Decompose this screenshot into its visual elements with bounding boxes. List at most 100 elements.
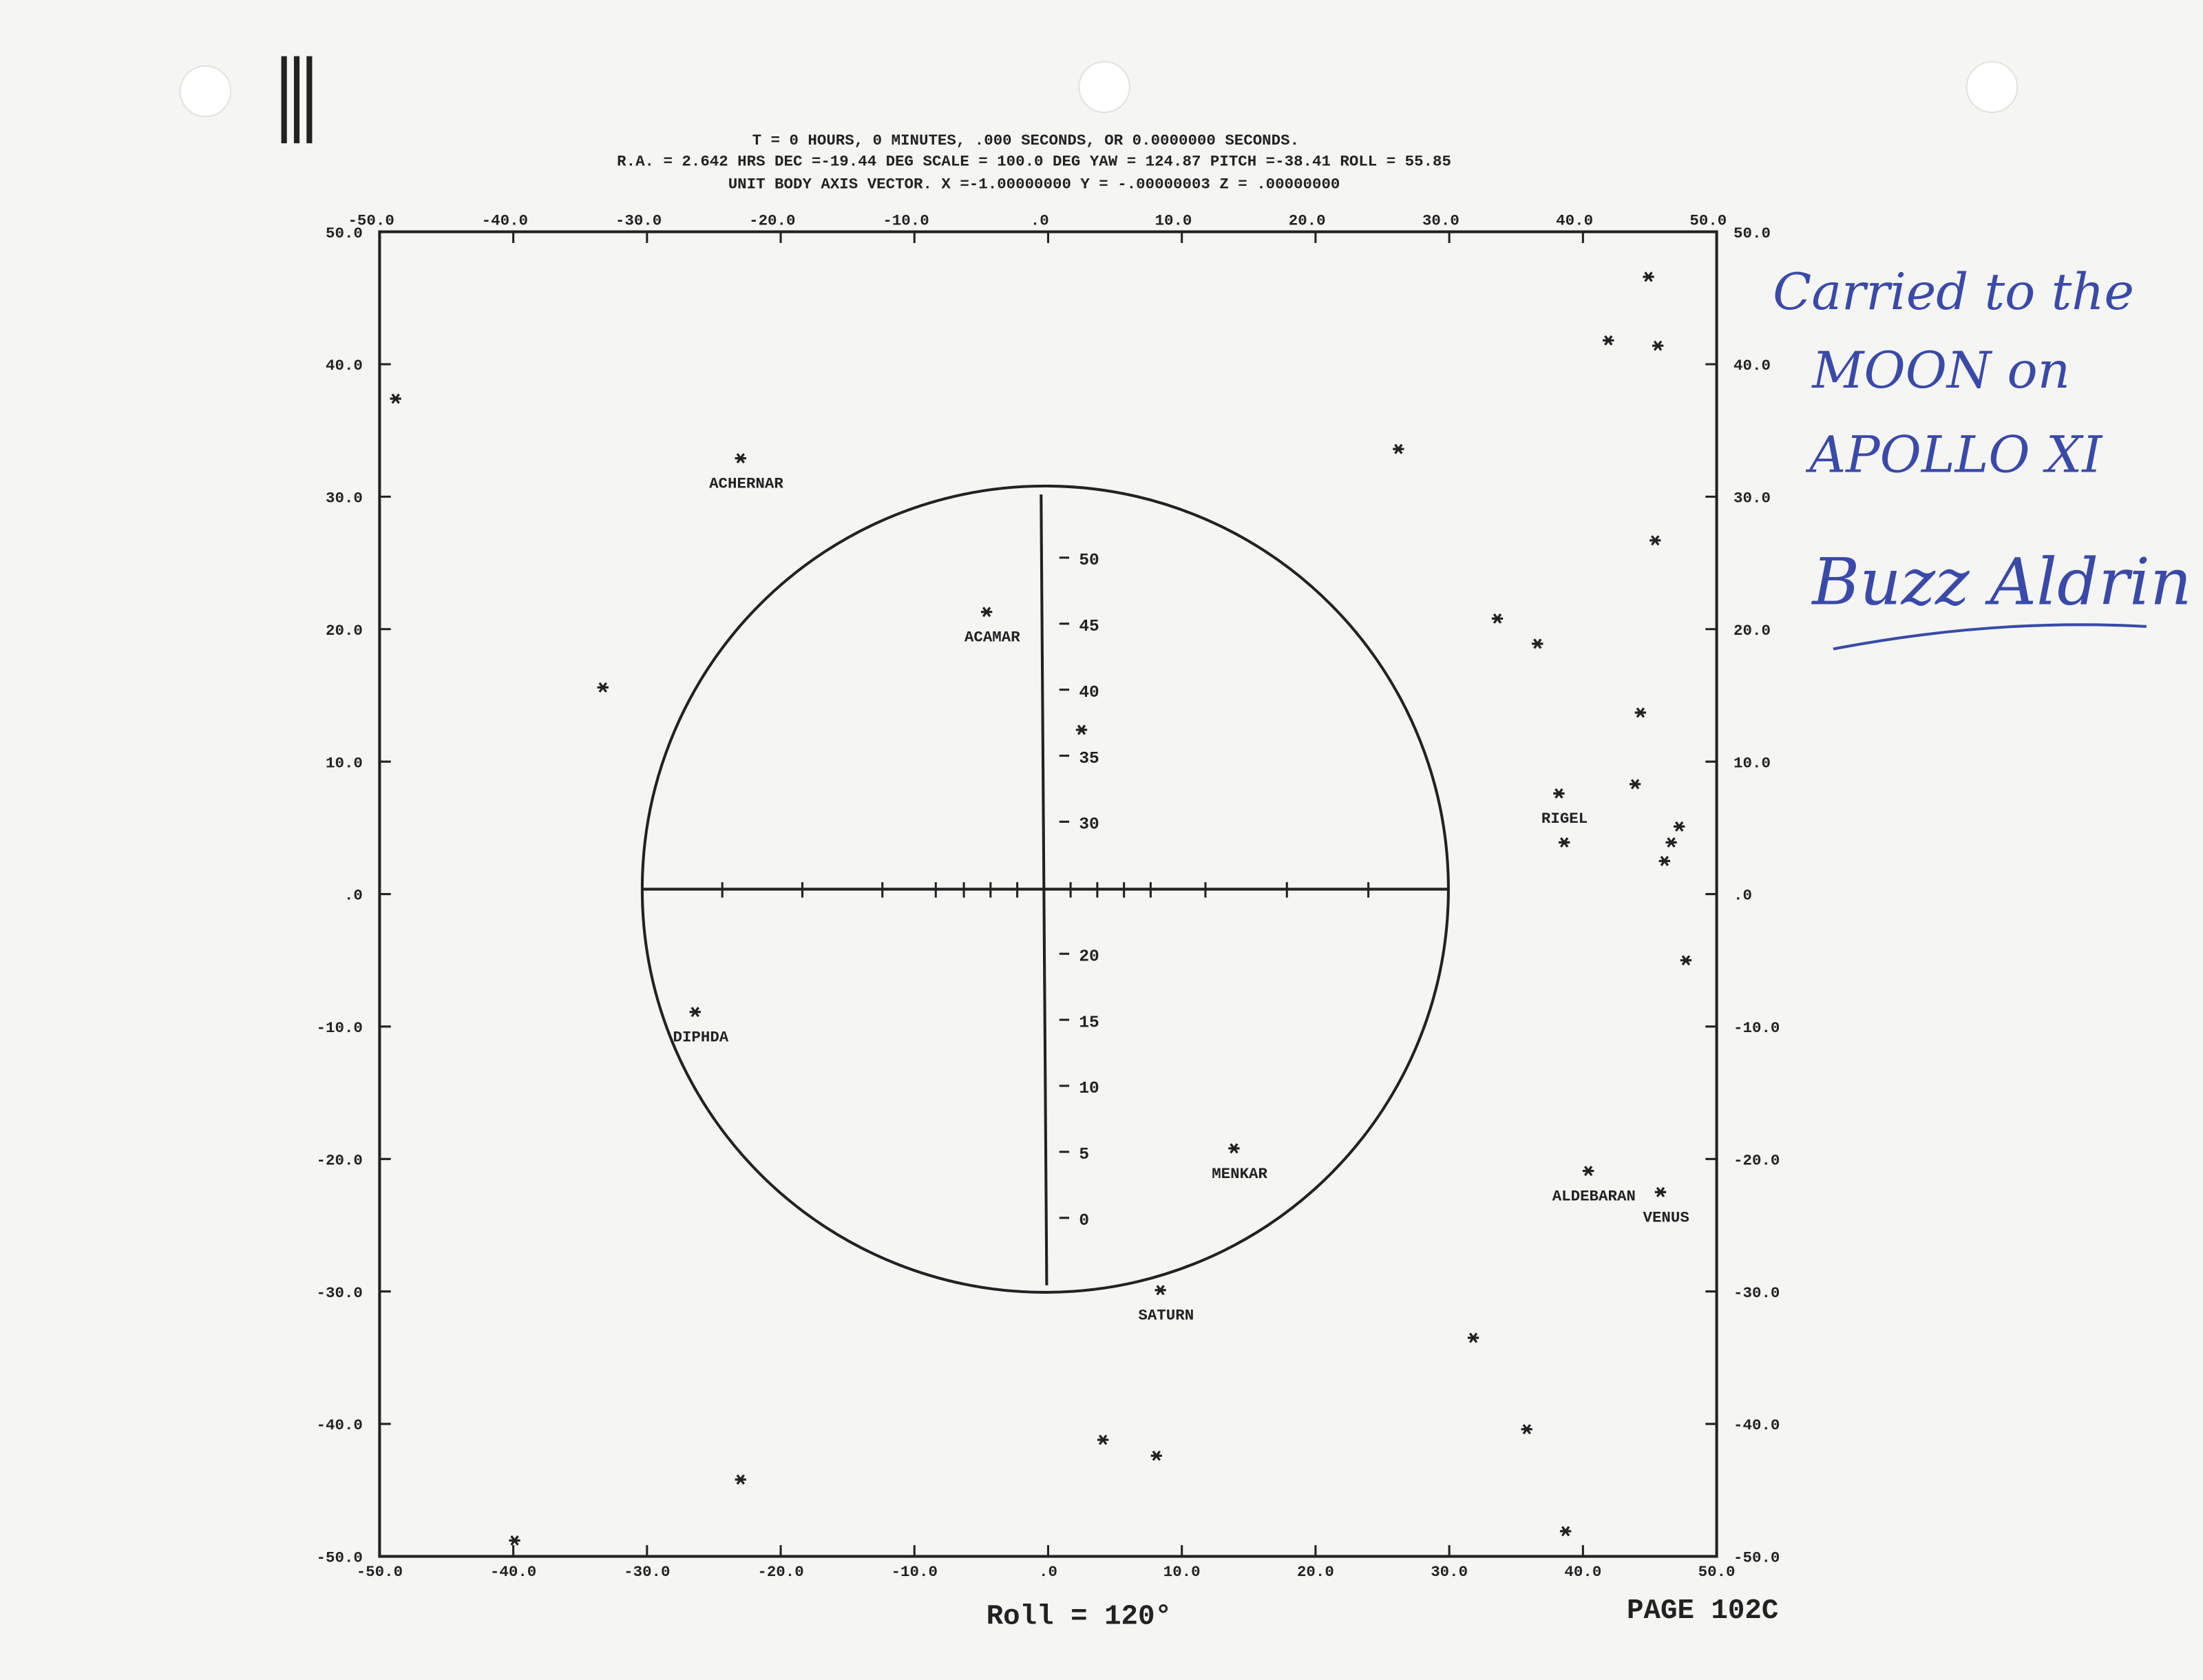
star: [1680, 955, 1692, 966]
header-line: R.A. = 2.642 HRS DEC =-19.44 DEG SCALE =…: [617, 153, 1451, 171]
y-tick-label: -30.0: [317, 1284, 363, 1302]
reticle-label: 15: [1079, 1014, 1099, 1032]
star: [1155, 1285, 1166, 1296]
y-tick-label: -10.0: [1733, 1019, 1780, 1037]
header-line: UNIT BODY AXIS VECTOR. X =-1.00000000 Y …: [728, 175, 1340, 193]
x-tick-label: -50.0: [357, 1563, 403, 1581]
binder-hole: [179, 65, 232, 118]
x-tick-label: 40.0: [1564, 1563, 1601, 1581]
star: [1521, 1424, 1532, 1435]
x-tick-label: 50.0: [1698, 1563, 1736, 1581]
star: [509, 1535, 520, 1546]
y-tick-label: 20.0: [326, 622, 363, 640]
star: [1603, 335, 1614, 346]
binder-hole: [1965, 61, 2018, 114]
page-marker: [281, 56, 313, 144]
roll-caption: Roll = 120°: [987, 1601, 1172, 1632]
x-tick-label: -10.0: [883, 211, 929, 229]
star: [1532, 638, 1543, 649]
x-tick-label: -20.0: [757, 1563, 803, 1581]
star: [597, 682, 609, 693]
star-label: ALDEBARAN: [1552, 1187, 1636, 1205]
inscription-line: Carried to the: [1773, 263, 2134, 322]
page-number: PAGE 102C: [1627, 1595, 1778, 1627]
x-tick-label: 20.0: [1289, 211, 1326, 229]
reticle-label: 45: [1079, 618, 1099, 636]
inscription-line: APOLLO XI: [1805, 426, 2103, 484]
x-tick-label: -10.0: [892, 1563, 938, 1581]
star: [735, 453, 746, 464]
reticle-label: 50: [1079, 552, 1099, 570]
star: [1674, 821, 1685, 832]
x-tick-label: 30.0: [1431, 1563, 1468, 1581]
x-tick-label: -40.0: [490, 1563, 536, 1581]
star: [390, 393, 401, 404]
y-tick-label: .0: [1733, 887, 1752, 905]
x-tick-label: -30.0: [624, 1563, 670, 1581]
y-tick-label: -30.0: [1733, 1284, 1780, 1302]
star: [1559, 1526, 1572, 1537]
star: [1075, 724, 1088, 735]
reticle-label: 30: [1079, 816, 1099, 834]
star: [1643, 271, 1654, 282]
star: [1649, 535, 1661, 546]
x-tick-label: 20.0: [1297, 1563, 1334, 1581]
inscription-line: MOON on: [1811, 342, 2070, 400]
x-tick-label: 10.0: [1155, 211, 1192, 229]
star: [1629, 779, 1641, 790]
star: [1491, 613, 1504, 624]
y-tick-label: 10.0: [1733, 754, 1771, 772]
star: [1658, 855, 1670, 866]
star-label: MENKAR: [1212, 1165, 1267, 1183]
x-tick-label: -30.0: [615, 211, 662, 229]
y-tick-label: 30.0: [1733, 490, 1771, 507]
star: [980, 607, 993, 618]
star-label: DIPHDA: [673, 1029, 728, 1047]
y-tick-label: 10.0: [326, 754, 363, 772]
reticle-label: 40: [1079, 684, 1099, 702]
reticle-label: 35: [1079, 750, 1099, 768]
x-tick-label: -50.0: [348, 211, 394, 229]
star: [1634, 707, 1647, 718]
x-tick-label: 10.0: [1163, 1563, 1201, 1581]
y-tick-label: -20.0: [1733, 1151, 1780, 1169]
star: [1097, 1434, 1109, 1445]
y-tick-label: .0: [344, 887, 363, 905]
reticle-label: 20: [1079, 947, 1099, 966]
star-label: RIGEL: [1541, 810, 1588, 828]
star: [1652, 340, 1664, 351]
reticle-label: 0: [1079, 1212, 1089, 1230]
y-tick-label: 30.0: [326, 490, 363, 507]
star-label: SATURN: [1138, 1307, 1194, 1325]
y-tick-label: 40.0: [1733, 357, 1771, 375]
star: [689, 1007, 701, 1018]
y-tick-label: 40.0: [326, 357, 363, 375]
y-tick-label: -50.0: [1733, 1549, 1780, 1567]
x-tick-label: -40.0: [482, 211, 528, 229]
star: [1228, 1143, 1240, 1154]
star-label: ACHERNAR: [709, 474, 783, 492]
binder-hole: [1078, 61, 1130, 114]
y-tick-label: -10.0: [317, 1019, 363, 1037]
header-line: T = 0 HOURS, 0 MINUTES, .000 SECONDS, OR…: [752, 132, 1299, 149]
x-tick-label: -20.0: [749, 211, 795, 229]
y-tick-label: -40.0: [317, 1416, 363, 1434]
y-tick-label: -50.0: [317, 1549, 363, 1567]
star: [1654, 1186, 1667, 1197]
star-label: ACAMAR: [965, 629, 1020, 647]
reticle-label: 5: [1079, 1146, 1089, 1164]
star: [1553, 788, 1565, 799]
signature-underline: [1833, 623, 2147, 651]
reticle: [640, 484, 1450, 1294]
x-tick-label: 40.0: [1556, 211, 1593, 229]
star: [1467, 1332, 1479, 1343]
star: [1559, 837, 1570, 848]
star: [1582, 1166, 1594, 1177]
star: [735, 1474, 746, 1485]
signature: Buzz Aldrin: [1811, 545, 2191, 620]
star: [1665, 837, 1677, 848]
